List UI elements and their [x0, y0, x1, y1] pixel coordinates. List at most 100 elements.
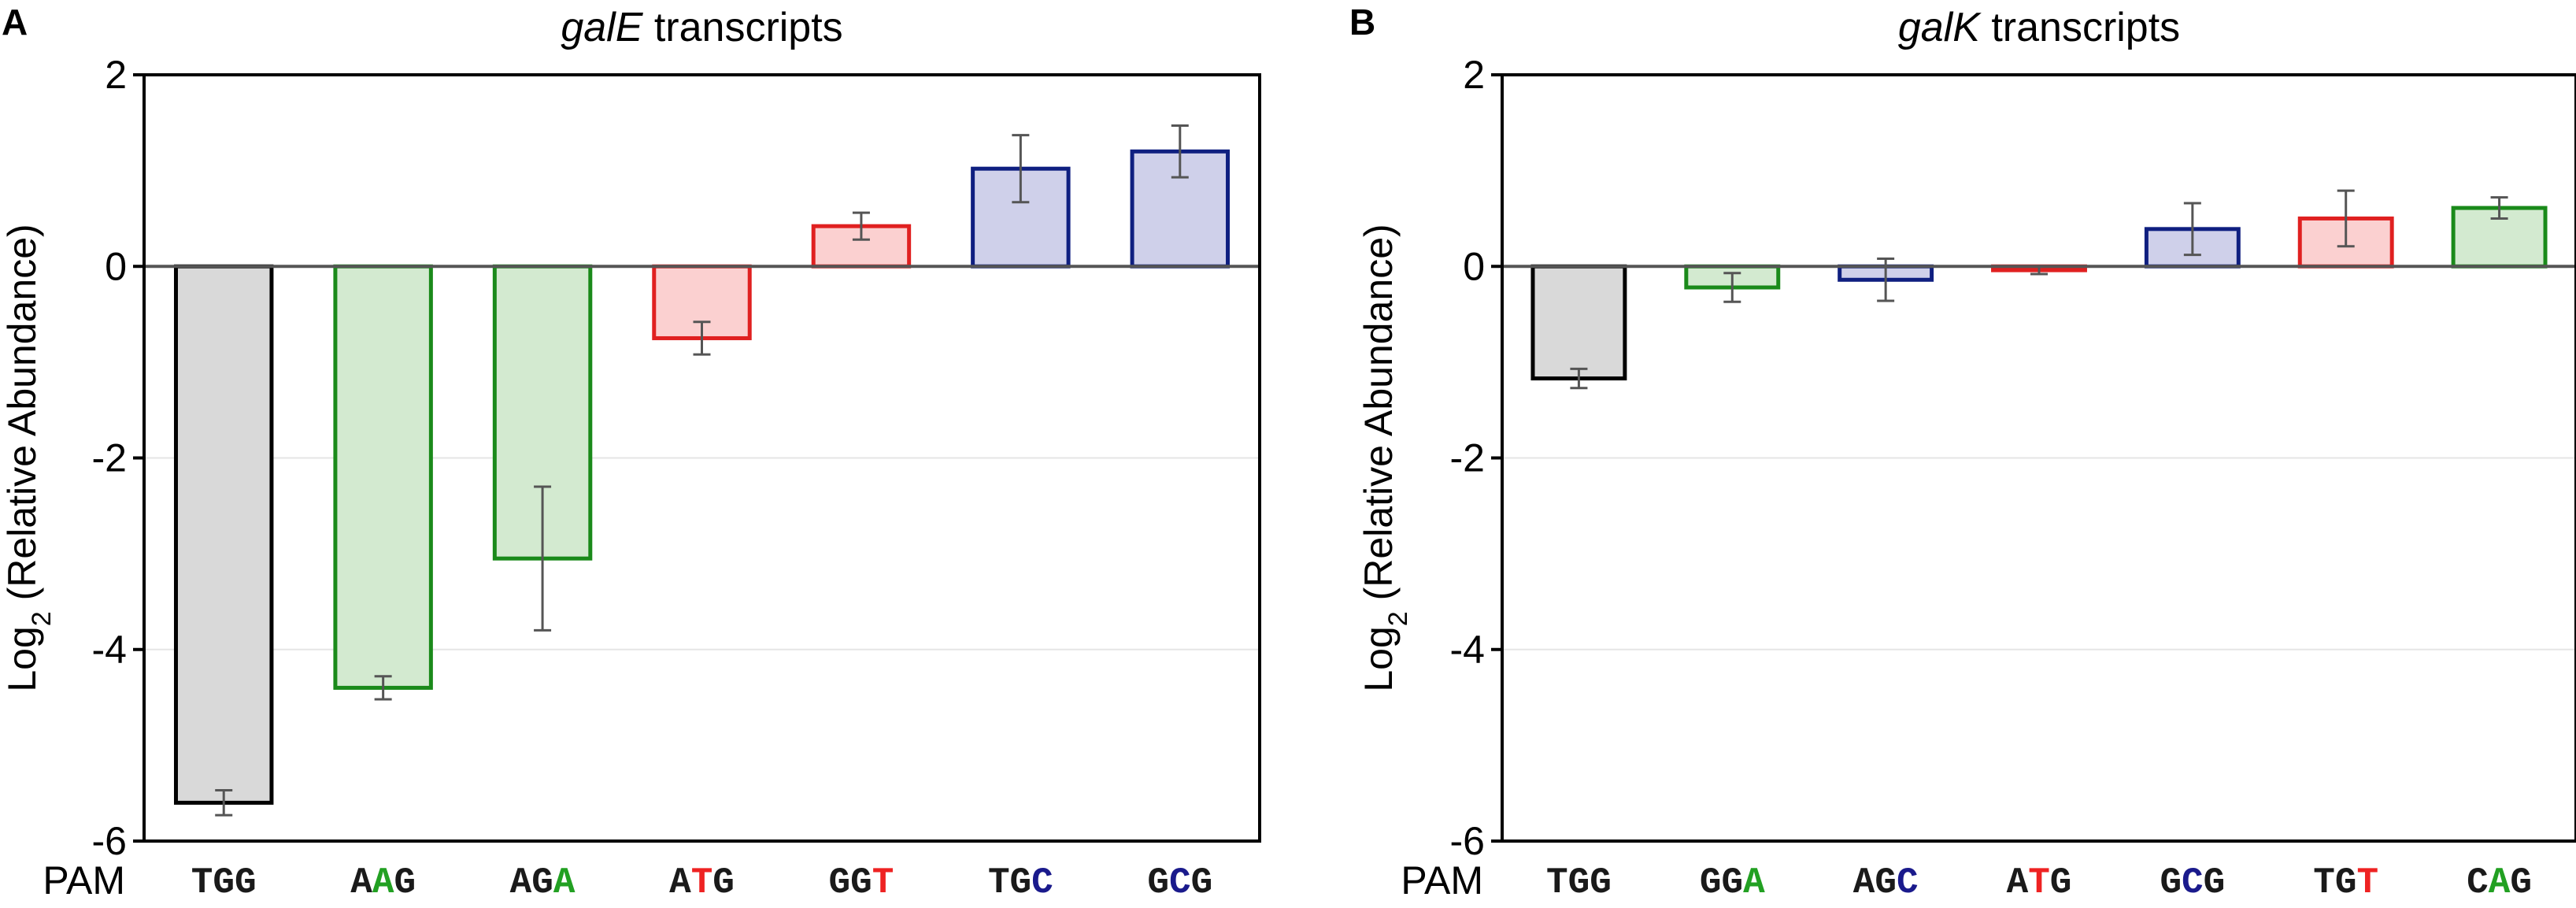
- pam-base: C: [1031, 862, 1053, 903]
- pam-base: T: [2313, 862, 2335, 903]
- pam-base: T: [1546, 862, 1568, 903]
- pam-base: T: [2028, 862, 2050, 903]
- pam-base: G: [394, 862, 416, 903]
- pam-base: G: [1875, 862, 1897, 903]
- pam-base: T: [872, 862, 894, 903]
- y-tick-label: -2: [1450, 436, 1485, 480]
- bar-tgg: [1530, 264, 1627, 381]
- chart-title-gene: galK: [1898, 5, 1982, 50]
- pam-base: C: [2467, 862, 2489, 903]
- pam-base: G: [1568, 862, 1590, 903]
- chart-title: galE transcripts: [561, 5, 842, 50]
- pam-base: C: [1897, 862, 1919, 903]
- error-bar-gcg: [2183, 202, 2201, 257]
- x-tick-label-atg: ATG: [2007, 862, 2072, 903]
- error-bar-atg: [693, 321, 711, 356]
- pam-base: A: [1853, 862, 1875, 903]
- x-tick-label-agc: AGC: [1853, 862, 1919, 903]
- pam-base: G: [213, 862, 235, 903]
- bar-gcg: [1130, 149, 1231, 269]
- x-tick-label-tgc: TGC: [988, 862, 1053, 903]
- pam-base: A: [510, 862, 532, 903]
- y-axis-label-log: Log: [0, 626, 44, 691]
- chart-title-text: transcripts: [642, 5, 842, 50]
- bar-ggt: [811, 224, 912, 269]
- error-bar-tgg: [1570, 367, 1588, 390]
- chart-title-gene: galE: [561, 5, 643, 50]
- pam-base: C: [1169, 862, 1191, 903]
- panel-letter: A: [2, 2, 28, 43]
- x-tick-label-atg: ATG: [669, 862, 735, 903]
- pam-base: A: [669, 862, 691, 903]
- error-bar-aag: [374, 675, 392, 701]
- pam-base: G: [829, 862, 851, 903]
- y-tick-label: -6: [1450, 819, 1485, 863]
- x-tick-label-gcg: GCG: [1147, 862, 1212, 903]
- chart-title-text: transcripts: [1980, 5, 2180, 50]
- pam-base: G: [531, 862, 553, 903]
- error-bar-ggt: [852, 211, 870, 241]
- x-tick-label-gcg: GCG: [2160, 862, 2225, 903]
- x-tick-label-aga: AGA: [510, 862, 576, 903]
- x-tick-label-tgg: TGG: [1546, 862, 1612, 903]
- y-tick-label: 2: [1463, 53, 1485, 97]
- y-tick-label: -4: [1450, 628, 1485, 672]
- error-bar-gga: [1723, 272, 1741, 303]
- y-axis-label: Log2 (Relative Abundance): [1356, 224, 1413, 691]
- y-tick-label: -4: [92, 628, 127, 672]
- pam-base: G: [1590, 862, 1612, 903]
- y-axis-label-log: Log: [1356, 626, 1401, 691]
- pam-base: T: [988, 862, 1010, 903]
- error-bar-tgt: [2337, 189, 2355, 248]
- y-tick-label: 0: [105, 244, 127, 288]
- pam-base: G: [2335, 862, 2357, 903]
- pam-base: A: [372, 862, 394, 903]
- pam-base: T: [691, 862, 713, 903]
- y-axis-label-rest: (Relative Abundance): [0, 224, 44, 611]
- pam-base: A: [553, 862, 576, 903]
- pam-base: G: [850, 862, 872, 903]
- pam-base: G: [1700, 862, 1722, 903]
- pam-base: G: [712, 862, 735, 903]
- bar-tgg: [173, 264, 274, 805]
- pam-base: G: [2050, 862, 2072, 903]
- error-bar-tgg: [215, 789, 233, 817]
- x-tick-label-tgt: TGT: [2313, 862, 2378, 903]
- pam-base: G: [2510, 862, 2532, 903]
- y-tick-label: 0: [1463, 244, 1485, 288]
- x-tick-label-cag: CAG: [2467, 862, 2532, 903]
- pam-base: G: [1147, 862, 1169, 903]
- y-tick-label: -6: [92, 819, 127, 863]
- pam-base: A: [350, 862, 372, 903]
- pam-base: G: [1721, 862, 1743, 903]
- pam-base: T: [2357, 862, 2379, 903]
- pam-base: T: [191, 862, 213, 903]
- y-axis-label-rest: (Relative Abundance): [1356, 224, 1401, 611]
- error-bar-aga: [534, 485, 552, 632]
- pam-base: A: [2007, 862, 2029, 903]
- y-axis-label-subscript: 2: [27, 611, 57, 626]
- pam-axis-label: PAM: [43, 858, 125, 902]
- pam-base: A: [1743, 862, 1765, 903]
- chart-title: galK transcripts: [1898, 5, 2180, 50]
- x-tick-label-tgg: TGG: [191, 862, 257, 903]
- error-bar-cag: [2490, 196, 2508, 220]
- error-bar-gcg: [1171, 124, 1189, 179]
- y-tick-label: -2: [92, 436, 127, 480]
- pam-base: C: [2182, 862, 2204, 903]
- y-axis-label: Log2 (Relative Abundance): [0, 224, 57, 691]
- pam-base: G: [2160, 862, 2182, 903]
- x-tick-label-aag: AAG: [350, 862, 416, 903]
- pam-base: G: [2204, 862, 2226, 903]
- x-tick-label-ggt: GGT: [829, 862, 894, 903]
- pam-base: G: [235, 862, 257, 903]
- bar-aag: [333, 264, 433, 690]
- pam-base: G: [1191, 862, 1213, 903]
- pam-axis-label: PAM: [1401, 858, 1483, 902]
- pam-base: G: [1010, 862, 1032, 903]
- y-axis-label-subscript: 2: [1383, 611, 1413, 626]
- y-tick-label: 2: [105, 53, 127, 97]
